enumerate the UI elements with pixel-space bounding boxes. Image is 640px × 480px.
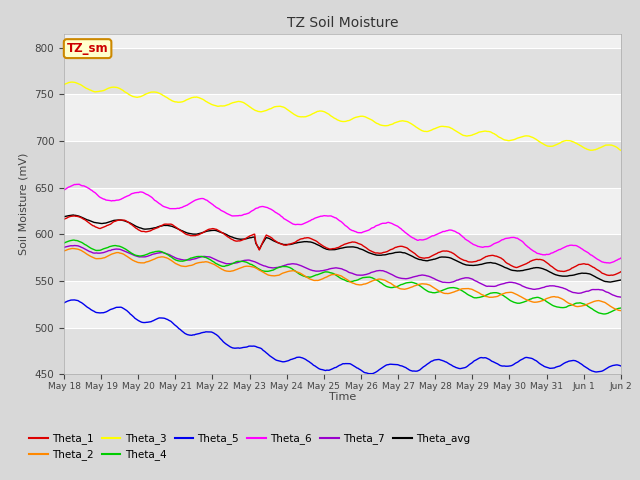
X-axis label: Time: Time [329,393,356,402]
Bar [64,234,621,281]
Bar [64,328,621,374]
Bar [64,188,621,234]
Title: TZ Soil Moisture: TZ Soil Moisture [287,16,398,30]
Text: TZ_sm: TZ_sm [67,42,108,55]
Y-axis label: Soil Moisture (mV): Soil Moisture (mV) [19,153,29,255]
Legend: Theta_1, Theta_2, Theta_3, Theta_4, Theta_5, Theta_6, Theta_7, Theta_avg: Theta_1, Theta_2, Theta_3, Theta_4, Thet… [25,429,474,465]
Bar [64,281,621,328]
Bar [64,141,621,188]
Bar [64,94,621,141]
Bar [64,48,621,94]
